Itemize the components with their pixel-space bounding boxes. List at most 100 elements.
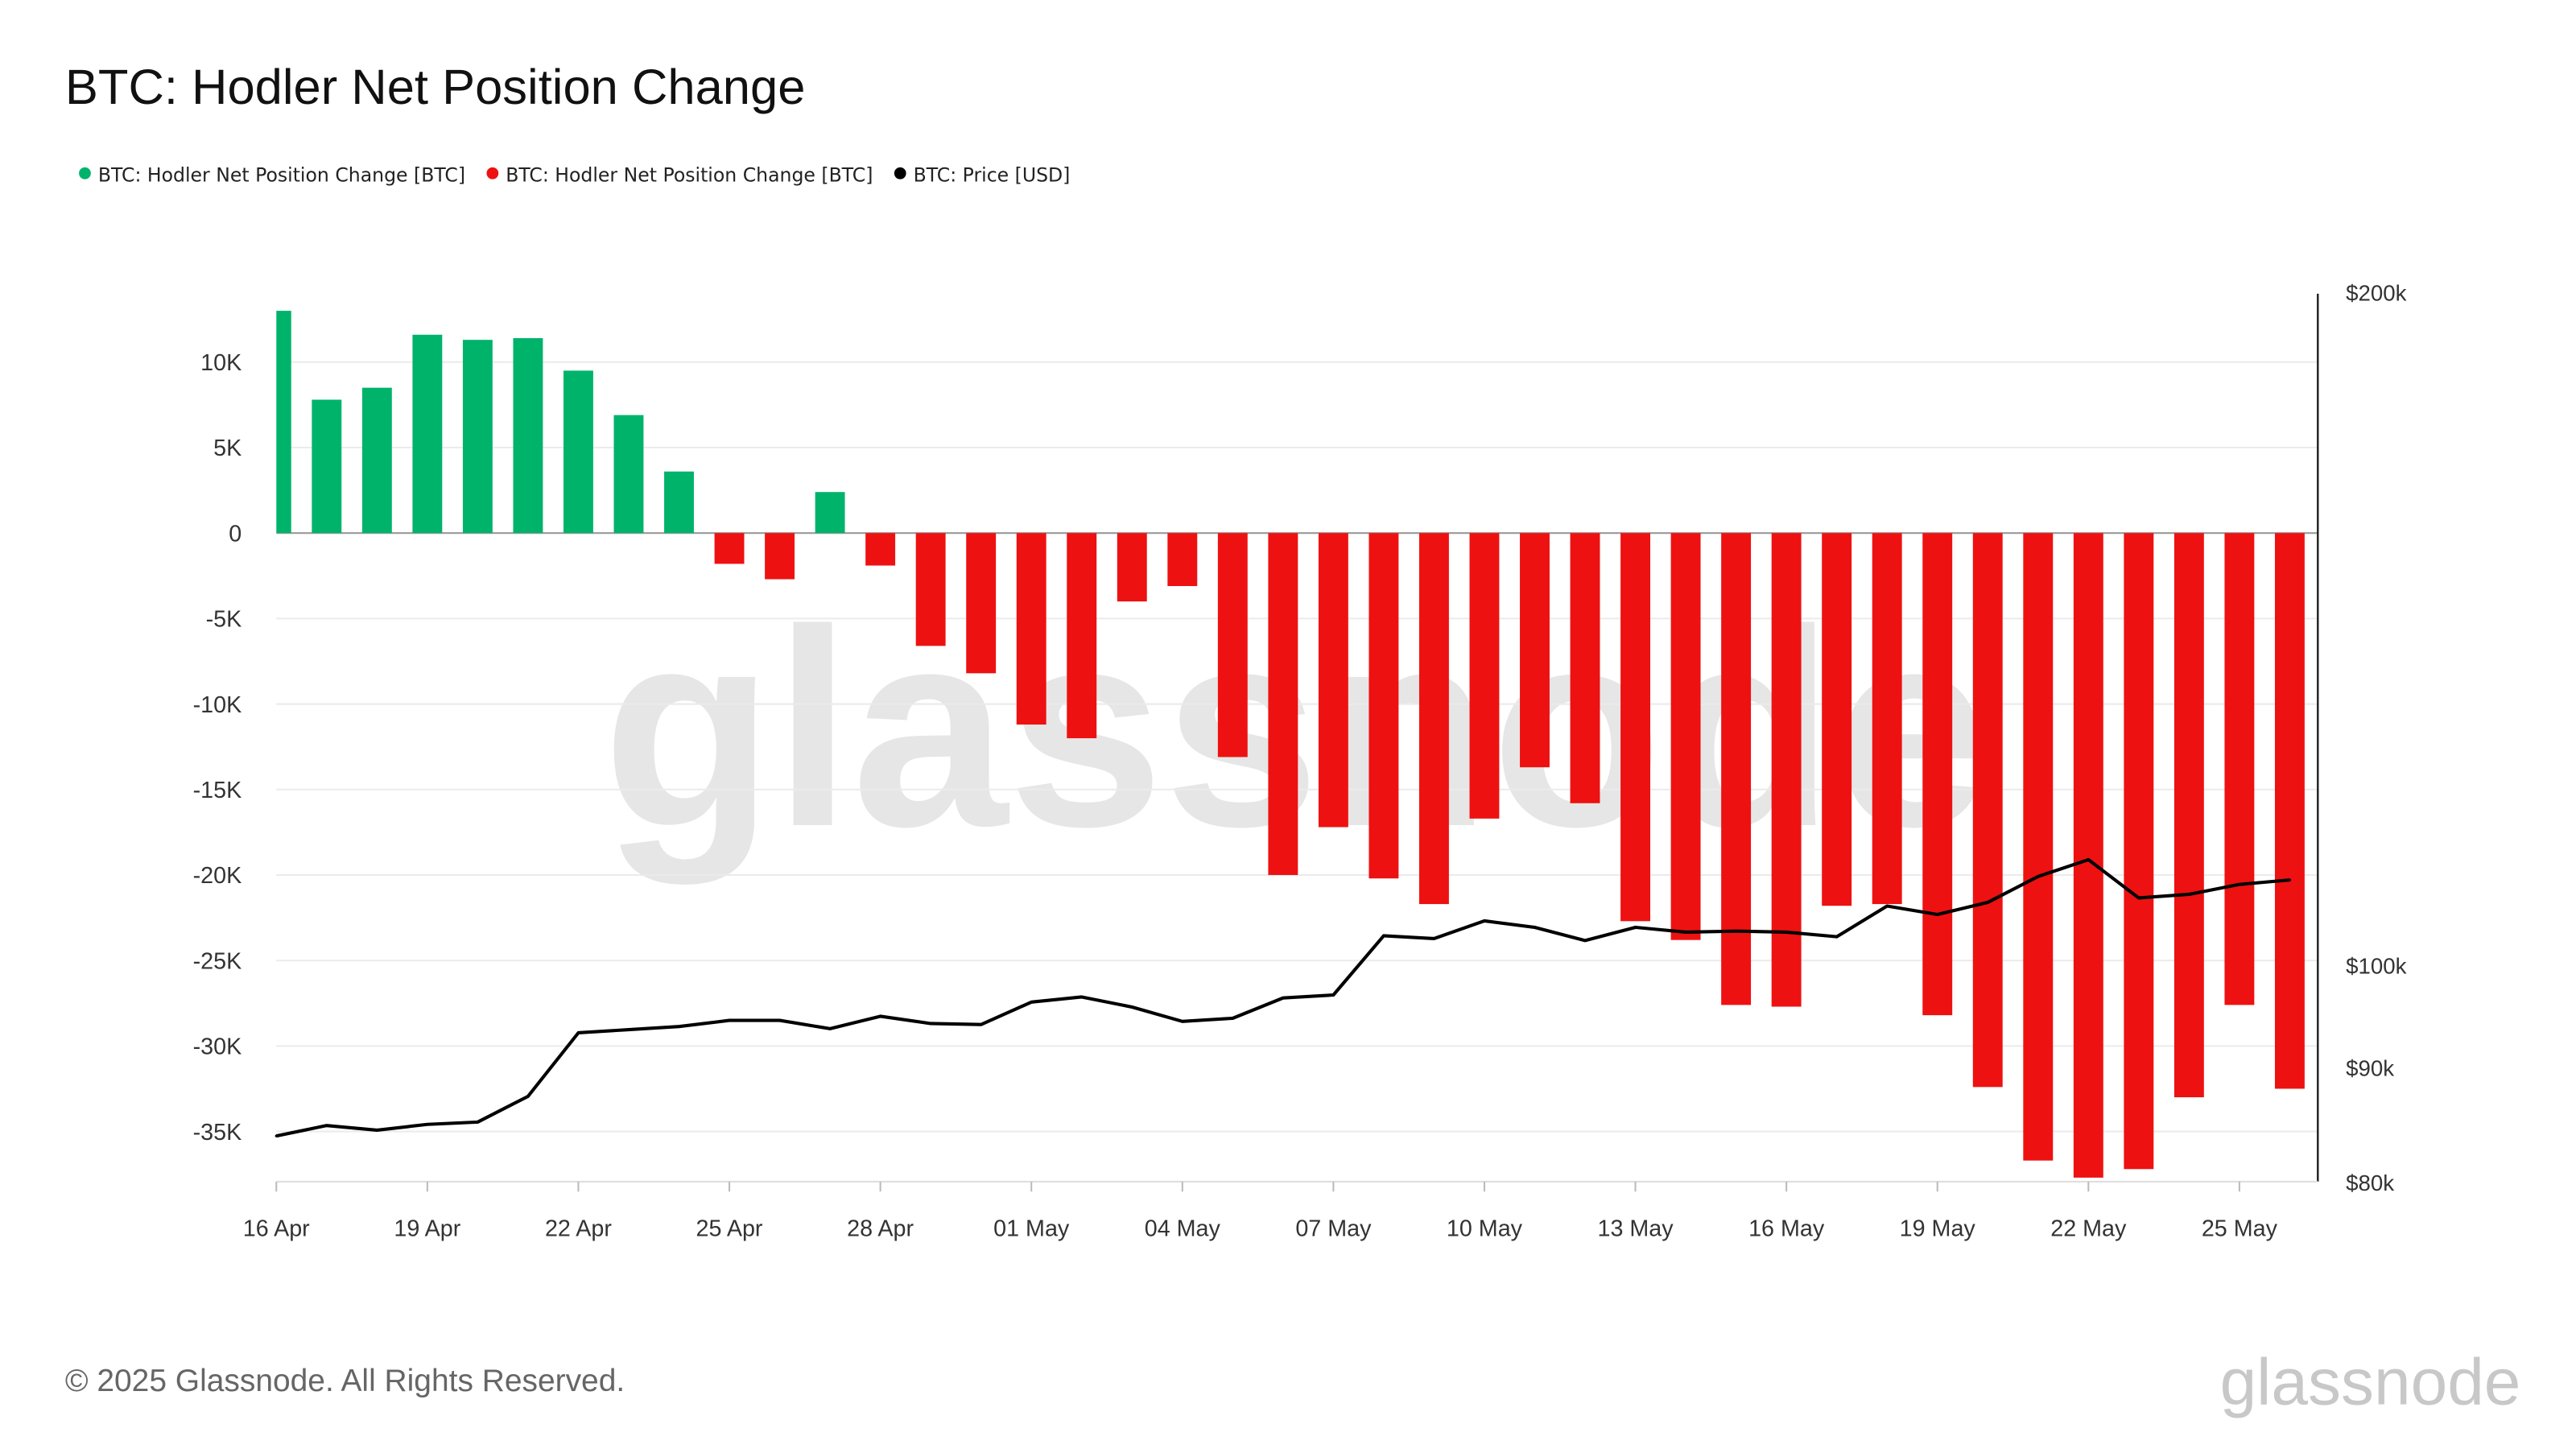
axes [275, 293, 2319, 1192]
bar-21-May [2023, 533, 2054, 1161]
bar-09-May [1418, 533, 1449, 905]
bar-23-May [2124, 533, 2154, 1170]
bar-01-May [1016, 533, 1046, 725]
price-point-17-May [1835, 935, 1839, 939]
price-point-19-Apr [426, 1123, 429, 1126]
price-point-29-Apr [929, 1022, 932, 1026]
legend-marker-1 [486, 167, 499, 180]
price-point-19-May [1936, 913, 1939, 916]
bar-22-May [2073, 533, 2103, 1178]
bar-17-May [1822, 533, 1852, 906]
price-point-04-May [1181, 1020, 1184, 1023]
legend-label-0: BTC: Hodler Net Position Change [BTC] [98, 164, 465, 187]
bar-04-May [1167, 533, 1198, 587]
bar-13-May [1620, 533, 1650, 922]
x-tick-label: 16 Apr [243, 1216, 310, 1242]
legend-label-1: BTC: Hodler Net Position Change [BTC] [506, 164, 873, 187]
price-point-16-May [1785, 931, 1788, 934]
bar-18-May [1872, 533, 1902, 905]
bar-29-Apr [915, 533, 946, 646]
price-point-27-Apr [828, 1027, 832, 1030]
y-right-tick-label: $90k [2346, 1056, 2394, 1081]
price-point-15-May [1734, 930, 1738, 933]
bar-16-Apr [276, 311, 291, 534]
bar-25-May [2224, 533, 2255, 1005]
price-point-11-May [1533, 926, 1537, 929]
bars [276, 311, 2305, 1178]
price-point-25-Apr [728, 1018, 731, 1022]
price-point-10-May [1483, 919, 1486, 923]
bar-23-Apr [613, 415, 644, 534]
tick-labels: 10K 5K 0 -5K -10K -15K -20K -25K -30K -35K $200k $1… [193, 280, 2407, 1241]
x-tick-label: 28 Apr [847, 1216, 914, 1242]
price-point-08-May [1382, 934, 1385, 938]
bar-19-May [1922, 533, 1953, 1016]
price-point-20-May [1986, 901, 1989, 904]
bar-22-Apr [564, 370, 593, 534]
price-point-21-May [2037, 875, 2040, 878]
price-point-21-Apr [526, 1095, 530, 1098]
x-tick-label: 10 May [1447, 1216, 1523, 1242]
price-point-18-May [1885, 904, 1889, 908]
y-left-tick-label: -15K [193, 778, 242, 803]
bar-07-May [1318, 533, 1348, 828]
price-point-13-May [1633, 926, 1637, 929]
chart-title: BTC: Hodler Net Position Change [65, 60, 806, 115]
bar-24-Apr [664, 471, 694, 534]
legend-marker-0 [79, 167, 91, 180]
bar-15-May [1721, 533, 1752, 1005]
bar-27-Apr [815, 492, 845, 534]
bar-30-Apr [966, 533, 997, 674]
price-point-23-May [2137, 896, 2140, 900]
x-tick-label: 04 May [1145, 1216, 1221, 1242]
bar-06-May [1268, 533, 1298, 875]
price-point-26-Apr [778, 1018, 782, 1022]
x-tick-label: 25 May [2202, 1216, 2278, 1242]
bar-02-May [1067, 533, 1097, 739]
bar-17-Apr [312, 399, 342, 534]
price-point-25-May [2238, 883, 2241, 886]
y-left-tick-label: -25K [193, 948, 242, 974]
bar-26-Apr [765, 533, 795, 580]
x-tick-label: 22 May [2050, 1216, 2127, 1242]
legend-marker-2 [894, 167, 906, 180]
price-point-24-Apr [677, 1025, 681, 1028]
x-tick-label: 19 May [1900, 1216, 1976, 1242]
bar-20-Apr [462, 340, 493, 534]
legend: BTC: Hodler Net Position Change [BTC] BTC… [79, 164, 1070, 187]
bar-21-Apr [513, 338, 543, 534]
x-tick-label: 19 Apr [394, 1216, 460, 1242]
y-left-tick-label: -35K [193, 1120, 242, 1146]
bar-20-May [1972, 533, 2003, 1088]
bar-18-Apr [361, 387, 392, 534]
y-left-tick-label: -10K [193, 692, 242, 718]
bar-08-May [1368, 533, 1399, 879]
legend-label-2: BTC: Price [USD] [914, 164, 1071, 187]
y-left-tick-label: 10K [200, 350, 242, 376]
x-tick-label: 13 May [1598, 1216, 1674, 1242]
price-point-30-Apr [980, 1023, 983, 1026]
bar-16-May [1771, 533, 1802, 1007]
y-left-tick-label: 5K [213, 436, 242, 461]
x-tick-label: 07 May [1295, 1216, 1372, 1242]
bar-05-May [1217, 533, 1248, 758]
y-left-tick-label: -30K [193, 1034, 242, 1060]
copyright: © 2025 Glassnode. All Rights Reserved. [65, 1364, 625, 1398]
price-point-26-May [2288, 878, 2292, 881]
price-point-22-May [2087, 858, 2090, 861]
y-right-tick-label: $100k [2346, 954, 2407, 979]
bar-26-May [2274, 533, 2305, 1089]
bar-11-May [1520, 533, 1550, 768]
price-point-18-Apr [375, 1129, 378, 1132]
glassnode-logo: glassnode [2220, 1346, 2521, 1419]
price-point-24-May [2187, 893, 2191, 896]
bar-25-Apr [714, 533, 745, 564]
price-point-05-May [1231, 1017, 1234, 1020]
bar-14-May [1670, 533, 1701, 940]
x-tick-label: 16 May [1748, 1216, 1825, 1242]
y-left-tick-label: -5K [206, 607, 242, 633]
bar-28-Apr [865, 533, 896, 566]
price-series [275, 857, 2292, 1138]
x-tick-label: 22 Apr [545, 1216, 612, 1242]
